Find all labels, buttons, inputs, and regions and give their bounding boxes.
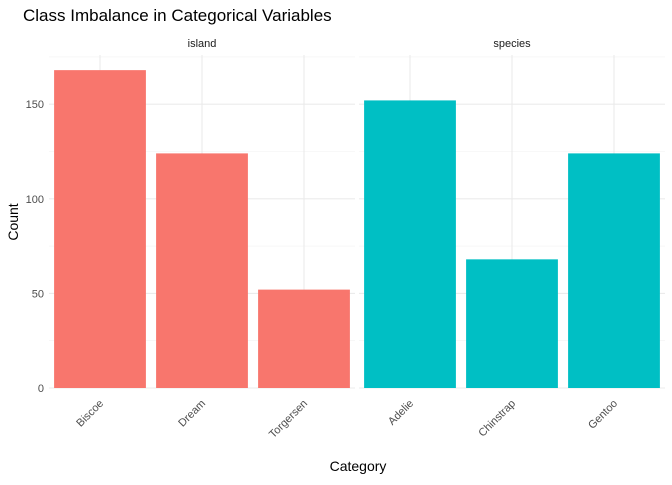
x-tick-label-torgersen: Torgersen — [267, 398, 310, 441]
strip-label-species: species — [493, 38, 531, 50]
chart-title: Class Imbalance in Categorical Variables — [23, 6, 332, 25]
bar-dream — [156, 153, 248, 388]
bar-biscoe — [54, 70, 146, 389]
bar-gentoo — [568, 153, 660, 388]
y-tick-label: 0 — [38, 383, 44, 395]
x-tick-label-gentoo: Gentoo — [586, 398, 620, 432]
y-tick-label: 50 — [32, 288, 44, 300]
y-axis: 0 50 100 150 — [26, 99, 44, 395]
panel-species: species Adelie Chinstrap Gentoo — [359, 38, 665, 439]
x-tick-label-dream: Dream — [176, 398, 208, 430]
strip-label-island: island — [188, 38, 217, 50]
y-tick-label: 100 — [26, 194, 44, 206]
panels-layer: island Biscoe Dream Torgersen species Adelie C… — [49, 38, 665, 441]
x-axis-title: Category — [330, 458, 387, 474]
x-tick-label-biscoe: Biscoe — [74, 398, 106, 430]
panel-island: island Biscoe Dream Torgersen — [49, 38, 355, 441]
y-tick-label: 150 — [26, 99, 44, 111]
bar-torgersen — [258, 289, 350, 388]
x-tick-label-chinstrap: Chinstrap — [476, 398, 518, 440]
x-tick-label-adelie: Adelie — [386, 398, 416, 428]
bar-adelie — [364, 100, 456, 388]
bar-chinstrap — [466, 259, 558, 388]
y-axis-title: Count — [5, 203, 21, 240]
